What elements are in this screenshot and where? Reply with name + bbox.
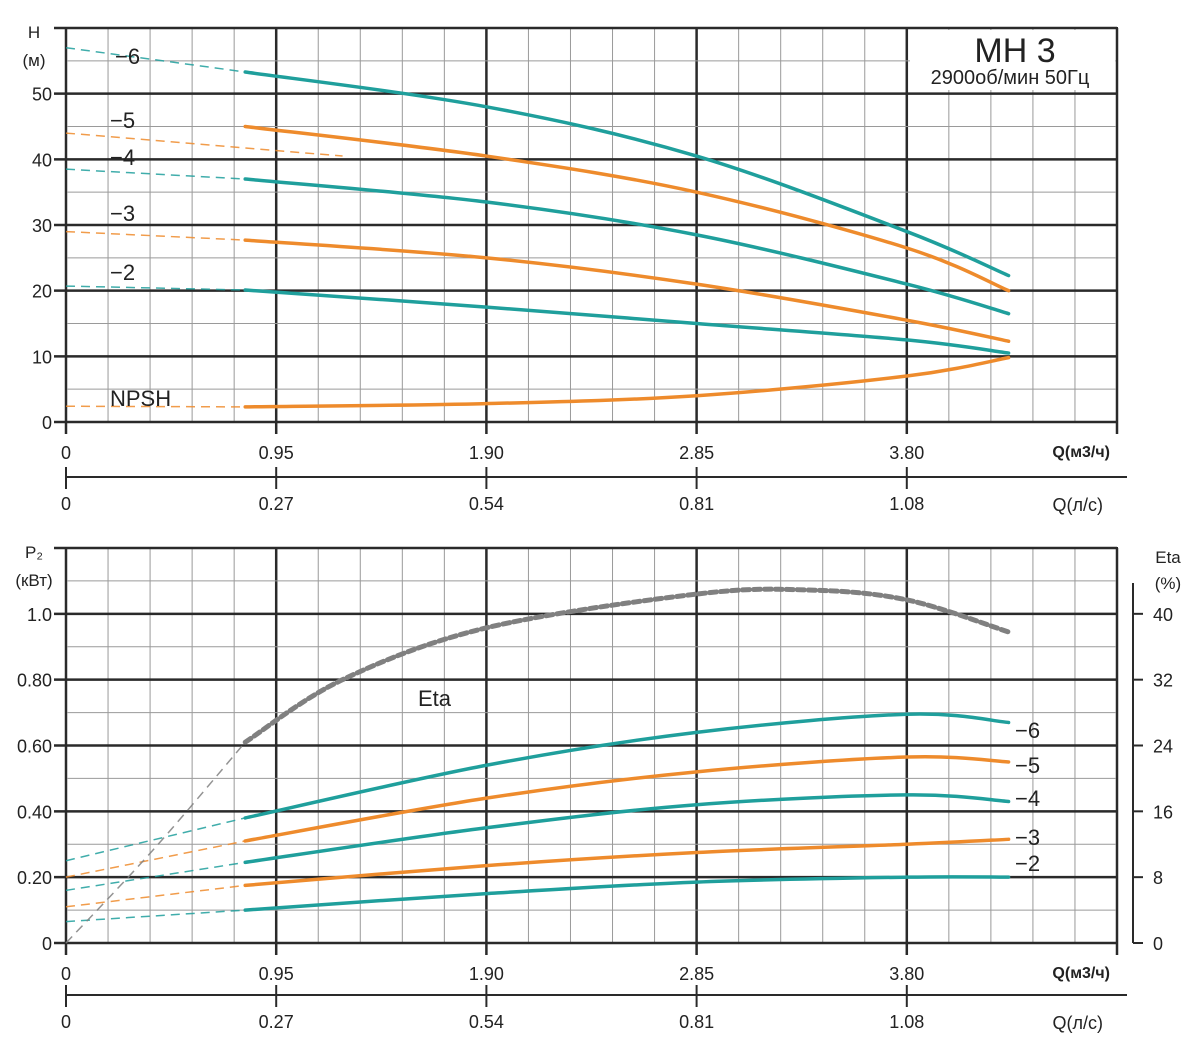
- x-tick-label: 0.95: [259, 443, 294, 463]
- y2-tick-label: 0: [1153, 934, 1163, 954]
- series-label: −3: [110, 201, 135, 226]
- series-dashed-line: [65, 230, 246, 241]
- series-dashed-eta: [65, 741, 246, 944]
- y-tick-label: 1.0: [27, 605, 52, 625]
- head-chart: 000.950.271.900.542.850.813.801.08Q(м3/ч…: [22, 23, 1127, 515]
- series-label: −6: [1015, 718, 1040, 743]
- x-tick-label: 1.90: [469, 443, 504, 463]
- y-axis-label: H: [28, 23, 40, 42]
- series-label: −4: [110, 145, 135, 170]
- title-box: [910, 30, 1115, 90]
- y2-tick-label: 16: [1153, 802, 1173, 822]
- x-tick-label: 1.90: [469, 964, 504, 984]
- series-line-eta: [242, 586, 1012, 745]
- x-tick-label: 3.80: [889, 964, 924, 984]
- series-line-stage: [243, 712, 1011, 820]
- plot-frame: [65, 547, 1118, 944]
- chart-title: MH 3: [974, 32, 1055, 70]
- y-tick-label: 0.40: [17, 802, 52, 822]
- x2-tick-label: 0.54: [469, 494, 504, 514]
- series-label: −4: [1015, 786, 1040, 811]
- x2-tick-label: 0.81: [679, 494, 714, 514]
- series-line-stage: [243, 288, 1011, 355]
- series-dashed-line: [65, 168, 246, 180]
- series-line-stage: [243, 793, 1011, 865]
- y-tick-label: 30: [32, 216, 52, 236]
- x-axis-label: Q(м3/ч): [1052, 444, 1110, 461]
- series-label: Eta: [418, 686, 452, 711]
- series-label: −6: [115, 44, 140, 69]
- y-tick-label: 10: [32, 347, 52, 367]
- chart-subtitle: 2900об/мин 50Гц: [931, 67, 1090, 89]
- x2-tick-label: 1.08: [889, 1012, 924, 1032]
- x-axis-label: Q(м3/ч): [1052, 965, 1110, 982]
- series-dashed-line: [65, 884, 246, 908]
- y2-tick-label: 32: [1153, 671, 1173, 691]
- series-dashed-line: [65, 817, 246, 862]
- series-dashed-line: [65, 840, 246, 878]
- y-tick-label: 0.20: [17, 868, 52, 888]
- series-line-stage: [243, 754, 1011, 843]
- y-tick-label: 0: [42, 413, 52, 433]
- plot-frame: [65, 27, 1118, 423]
- series-label: −2: [1015, 851, 1040, 876]
- y2-axis-label: Eta: [1155, 548, 1181, 567]
- y-tick-label: 0.80: [17, 671, 52, 691]
- series-label: NPSH: [110, 386, 171, 411]
- x-tick-label: 3.80: [889, 443, 924, 463]
- x2-axis-label: Q(л/с): [1053, 495, 1104, 515]
- y-tick-label: 0.60: [17, 737, 52, 757]
- x-tick-label: 0.95: [259, 964, 294, 984]
- x-tick-label: 0: [61, 964, 71, 984]
- y2-tick-label: 40: [1153, 605, 1173, 625]
- y-tick-label: 40: [32, 150, 52, 170]
- x2-tick-label: 1.08: [889, 494, 924, 514]
- x2-tick-label: 0.27: [259, 1012, 294, 1032]
- series-line-stage: [243, 837, 1011, 888]
- y2-axis-unit: (%): [1155, 574, 1181, 593]
- series-label: −3: [1015, 825, 1040, 850]
- x-tick-label: 2.85: [679, 964, 714, 984]
- power-efficiency-chart: 000.950.271.900.542.850.813.801.08Q(м3/ч…: [15, 543, 1181, 1033]
- x-tick-label: 0: [61, 443, 71, 463]
- series-dashed-line: [65, 132, 343, 157]
- x2-tick-label: 0: [61, 494, 71, 514]
- y-axis-unit: (кВт): [15, 571, 52, 590]
- x-tick-label: 2.85: [679, 443, 714, 463]
- y-axis-unit: (м): [22, 51, 45, 70]
- series-dashed-line: [65, 909, 246, 923]
- series-label: −5: [110, 108, 135, 133]
- series-line-stage: [243, 177, 1011, 316]
- series-line-stage: [243, 355, 1011, 409]
- series-dashed-line: [65, 46, 246, 73]
- x2-tick-label: 0.54: [469, 1012, 504, 1032]
- x2-tick-label: 0: [61, 1012, 71, 1032]
- y-tick-label: 50: [32, 85, 52, 105]
- x2-axis-label: Q(л/с): [1053, 1013, 1104, 1033]
- y-tick-label: 0: [42, 934, 52, 954]
- y-axis-label: P₂: [25, 543, 43, 562]
- series-line-stage: [243, 875, 1011, 912]
- x2-tick-label: 0.27: [259, 494, 294, 514]
- series-line-stage: [243, 124, 1011, 293]
- series-label: −2: [110, 260, 135, 285]
- series-label: −5: [1015, 753, 1040, 778]
- series-line-stage: [243, 238, 1011, 343]
- x2-tick-label: 0.81: [679, 1012, 714, 1032]
- y-tick-label: 20: [32, 282, 52, 302]
- y2-tick-label: 24: [1153, 737, 1173, 757]
- y2-tick-label: 8: [1153, 868, 1163, 888]
- series-dashed-line: [65, 861, 246, 892]
- series-line-stage: [243, 70, 1011, 278]
